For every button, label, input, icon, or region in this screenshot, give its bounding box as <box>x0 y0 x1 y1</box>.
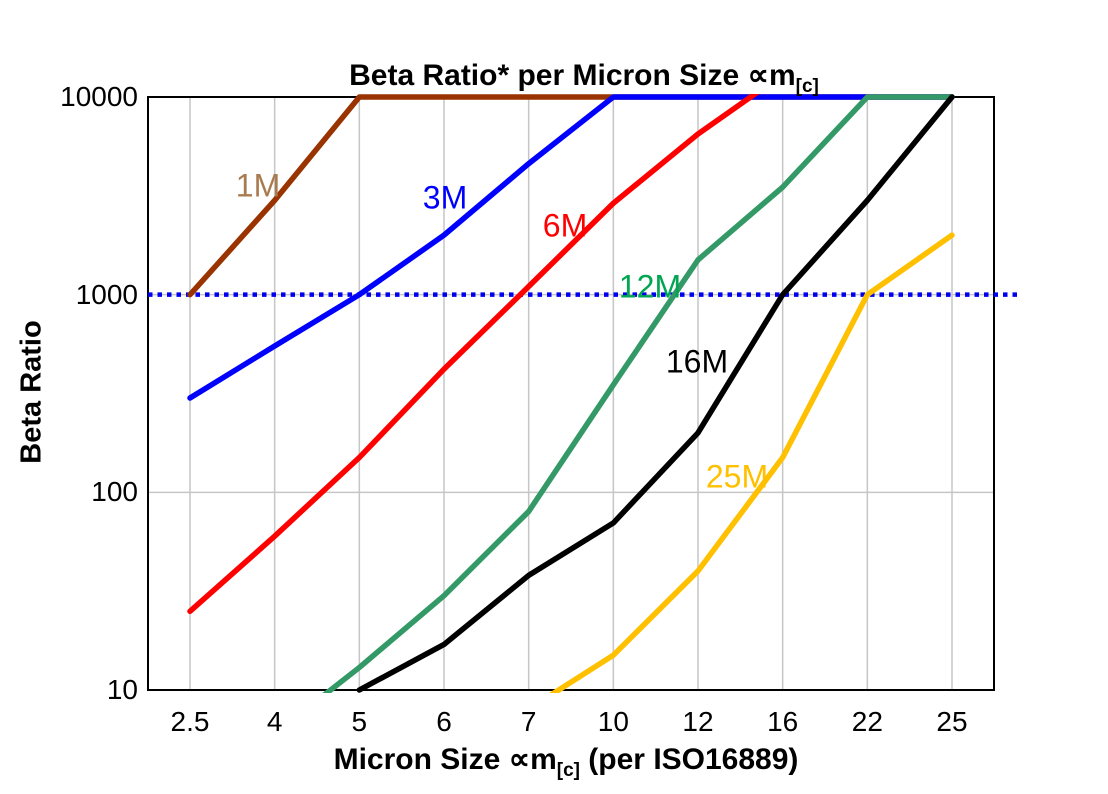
series-line-12M <box>322 94 955 693</box>
series-label-6M: 6M <box>542 207 588 244</box>
x-tick-label-22: 22 <box>851 706 883 737</box>
series-line-16M <box>356 94 955 693</box>
x-axis-title-text: Micron Size <box>333 743 509 776</box>
x-tick-label-16: 16 <box>767 706 799 737</box>
series-label-12M: 12M <box>618 268 682 305</box>
x-tick-label-2.5: 2.5 <box>170 706 210 737</box>
x-tick-label-6: 6 <box>436 706 452 737</box>
x-tick-label-5: 5 <box>351 706 368 737</box>
chart-title-subscript: [c] <box>795 76 819 97</box>
x-axis-title: Micron Size ∝m[c] (per ISO16889) <box>334 742 799 782</box>
y-tick-label-10000: 10000 <box>60 81 138 112</box>
chart-title: Beta Ratio* per Micron Size ∝m[c] <box>349 58 819 98</box>
series-label-16M: 16M <box>665 343 729 380</box>
series-line-6M <box>187 94 760 615</box>
x-tick-label-4: 4 <box>266 706 283 737</box>
chart-title-text: Beta Ratio* per Micron Size <box>349 59 748 92</box>
x-tick-label-25: 25 <box>936 706 968 737</box>
x-axis-title-suffix: (per ISO16889) <box>579 743 799 776</box>
y-tick-label-10: 10 <box>106 674 138 705</box>
x-tick-label-7: 7 <box>520 706 537 737</box>
x-axis-title-symbol: ∝m <box>508 743 557 776</box>
x-tick-label-10: 10 <box>597 706 629 737</box>
y-tick-label-1000: 1000 <box>75 278 138 310</box>
series-line-3M <box>187 94 955 401</box>
y-tick-label-100: 100 <box>91 476 138 508</box>
y-axis-title: Beta Ratio <box>15 320 48 464</box>
series-line-25M <box>548 232 955 693</box>
series-label-25M: 25M <box>705 458 769 495</box>
x-axis-title-subscript: [c] <box>556 760 580 781</box>
x-tick-label-12: 12 <box>682 706 714 737</box>
chart-title-symbol: ∝m <box>747 59 796 92</box>
series-label-1M: 1M <box>235 167 281 204</box>
series-label-3M: 3M <box>422 179 468 216</box>
